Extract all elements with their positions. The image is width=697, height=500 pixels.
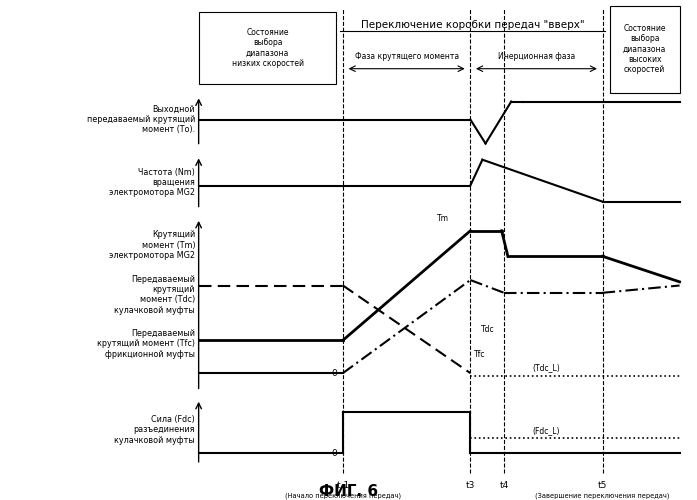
Text: Передаваемый
крутящий момент (Tfc)
фрикционной муфты: Передаваемый крутящий момент (Tfc) фрикц… — [97, 329, 195, 359]
Text: Частота (Nm)
вращения
электромотора MG2: Частота (Nm) вращения электромотора MG2 — [109, 168, 195, 198]
Text: Tdc: Tdc — [481, 325, 494, 334]
Text: Состояние
выбора
диапазона
низких скоростей: Состояние выбора диапазона низких скорос… — [231, 28, 304, 68]
Text: (Tdc_L): (Tdc_L) — [532, 363, 560, 372]
Text: Сила (Fdc)
разъединения
кулачковой муфты: Сила (Fdc) разъединения кулачковой муфты — [114, 415, 195, 445]
Text: Фаза крутящего момента: Фаза крутящего момента — [355, 52, 459, 62]
Text: t 1: t 1 — [337, 482, 349, 490]
Text: Выходной
передаваемый крутящий
момент (То).: Выходной передаваемый крутящий момент (Т… — [87, 104, 195, 134]
FancyBboxPatch shape — [199, 12, 336, 84]
Text: Tm: Tm — [436, 214, 448, 224]
Text: 0: 0 — [332, 448, 337, 458]
Text: (Завершение переключения передач): (Завершение переключения передач) — [535, 492, 670, 499]
FancyBboxPatch shape — [610, 6, 680, 92]
Text: Инерционная фаза: Инерционная фаза — [498, 52, 575, 62]
Text: Состояние
выбора
диапазона
высоких
скоростей: Состояние выбора диапазона высоких скоро… — [623, 24, 666, 74]
Text: ФИГ. 6: ФИГ. 6 — [319, 484, 378, 498]
Text: Крутящий
момент (Tm)
электромотора MG2: Крутящий момент (Tm) электромотора MG2 — [109, 230, 195, 260]
Text: t5: t5 — [598, 482, 607, 490]
Text: 0: 0 — [332, 368, 337, 378]
Text: (Fdc_L): (Fdc_L) — [532, 426, 560, 436]
Text: Tfc: Tfc — [474, 350, 485, 360]
Text: Передаваемый
крутящий
момент (Tdc)
кулачковой муфты: Передаваемый крутящий момент (Tdc) кулач… — [114, 274, 195, 314]
Text: (Начало переключения передач): (Начало переключения передач) — [285, 492, 401, 499]
Text: Переключение коробки передач "вверх": Переключение коробки передач "вверх" — [361, 20, 585, 30]
Text: t4: t4 — [500, 482, 509, 490]
Text: t3: t3 — [466, 482, 475, 490]
